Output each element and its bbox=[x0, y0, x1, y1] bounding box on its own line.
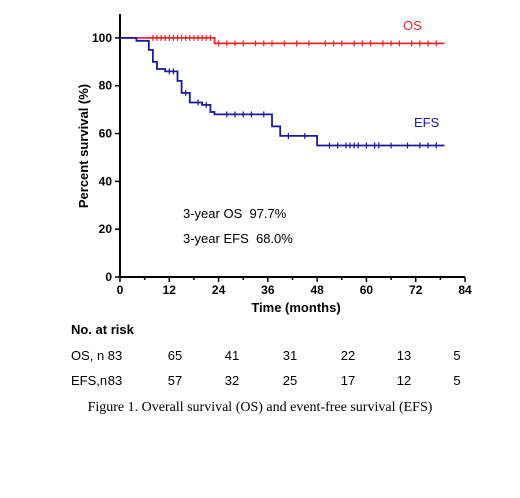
risk-table-title: No. at risk bbox=[71, 322, 134, 337]
chart-marks bbox=[120, 34, 445, 149]
risk-row-label: OS, n bbox=[71, 348, 105, 363]
y-tick-label: 60 bbox=[99, 127, 113, 141]
risk-cell: 83 bbox=[107, 373, 123, 388]
os-survival-line bbox=[120, 37, 445, 45]
risk-cell: 32 bbox=[224, 373, 240, 388]
risk-cell: 25 bbox=[282, 373, 298, 388]
risk-cell: 22 bbox=[340, 348, 356, 363]
x-tick-label: 72 bbox=[409, 283, 423, 297]
risk-cell: 17 bbox=[340, 373, 356, 388]
x-tick-label: 24 bbox=[212, 283, 226, 297]
x-tick-label: 48 bbox=[310, 283, 324, 297]
risk-row-label: EFS,n bbox=[71, 373, 108, 388]
os-3yr-annotation: 3-year OS 97.7% bbox=[183, 206, 287, 221]
x-axis-label: Time (months) bbox=[251, 300, 340, 315]
os-series-label: OS bbox=[403, 18, 422, 33]
chart-axes: 0 20 40 60 80 100 0 12 24 36 48 60 72 84 bbox=[92, 14, 472, 297]
efs-3yr-annotation: 3-year EFS 68.0% bbox=[183, 231, 293, 246]
figure-caption: Figure 1. Overall survival (OS) and even… bbox=[87, 400, 433, 415]
x-tick-label: 60 bbox=[360, 283, 374, 297]
risk-cell: 12 bbox=[396, 373, 412, 388]
risk-cell: 5 bbox=[453, 373, 461, 388]
risk-cell: 5 bbox=[453, 348, 461, 363]
risk-cell: 13 bbox=[396, 348, 412, 363]
risk-cell: 57 bbox=[167, 373, 183, 388]
efs-series-label: EFS bbox=[414, 115, 440, 130]
x-tick-label: 84 bbox=[458, 283, 472, 297]
risk-cell: 31 bbox=[282, 348, 298, 363]
y-tick-label: 0 bbox=[105, 270, 112, 284]
risk-cell: 83 bbox=[107, 348, 123, 363]
y-tick-label: 20 bbox=[99, 222, 113, 236]
x-tick-label: 36 bbox=[261, 283, 275, 297]
y-axis-label: Percent survival (%) bbox=[76, 84, 91, 208]
risk-cell: 65 bbox=[167, 348, 183, 363]
y-tick-label: 80 bbox=[99, 79, 113, 93]
efs-survival-line bbox=[120, 37, 445, 147]
y-tick-label: 100 bbox=[92, 31, 112, 45]
survival-chart: 0 20 40 60 80 100 0 12 24 36 48 60 72 84 Percent surv… bbox=[76, 14, 472, 315]
x-tick-label: 0 bbox=[117, 283, 124, 297]
risk-cell: 41 bbox=[224, 348, 240, 363]
x-tick-label: 12 bbox=[163, 283, 177, 297]
y-tick-label: 40 bbox=[99, 174, 113, 188]
